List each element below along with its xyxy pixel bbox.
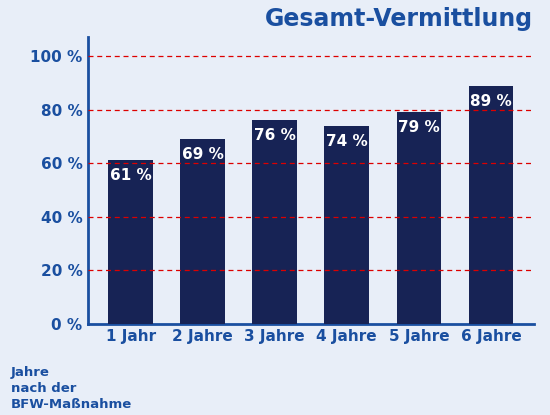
Bar <box>469 85 513 324</box>
Bar <box>180 139 225 324</box>
Bar <box>397 112 441 324</box>
Text: 76 %: 76 % <box>254 128 296 143</box>
Text: 74 %: 74 % <box>326 134 367 149</box>
Text: Jahre
nach der
BFW-Maßnahme: Jahre nach der BFW-Maßnahme <box>11 366 132 411</box>
Bar <box>108 161 153 324</box>
Text: Gesamt-Vermittlung: Gesamt-Vermittlung <box>265 7 534 31</box>
Text: 69 %: 69 % <box>182 147 224 162</box>
Bar <box>252 120 297 324</box>
Text: 61 %: 61 % <box>109 168 151 183</box>
Text: 89 %: 89 % <box>470 93 512 109</box>
Text: 79 %: 79 % <box>398 120 439 135</box>
Bar <box>324 126 369 324</box>
